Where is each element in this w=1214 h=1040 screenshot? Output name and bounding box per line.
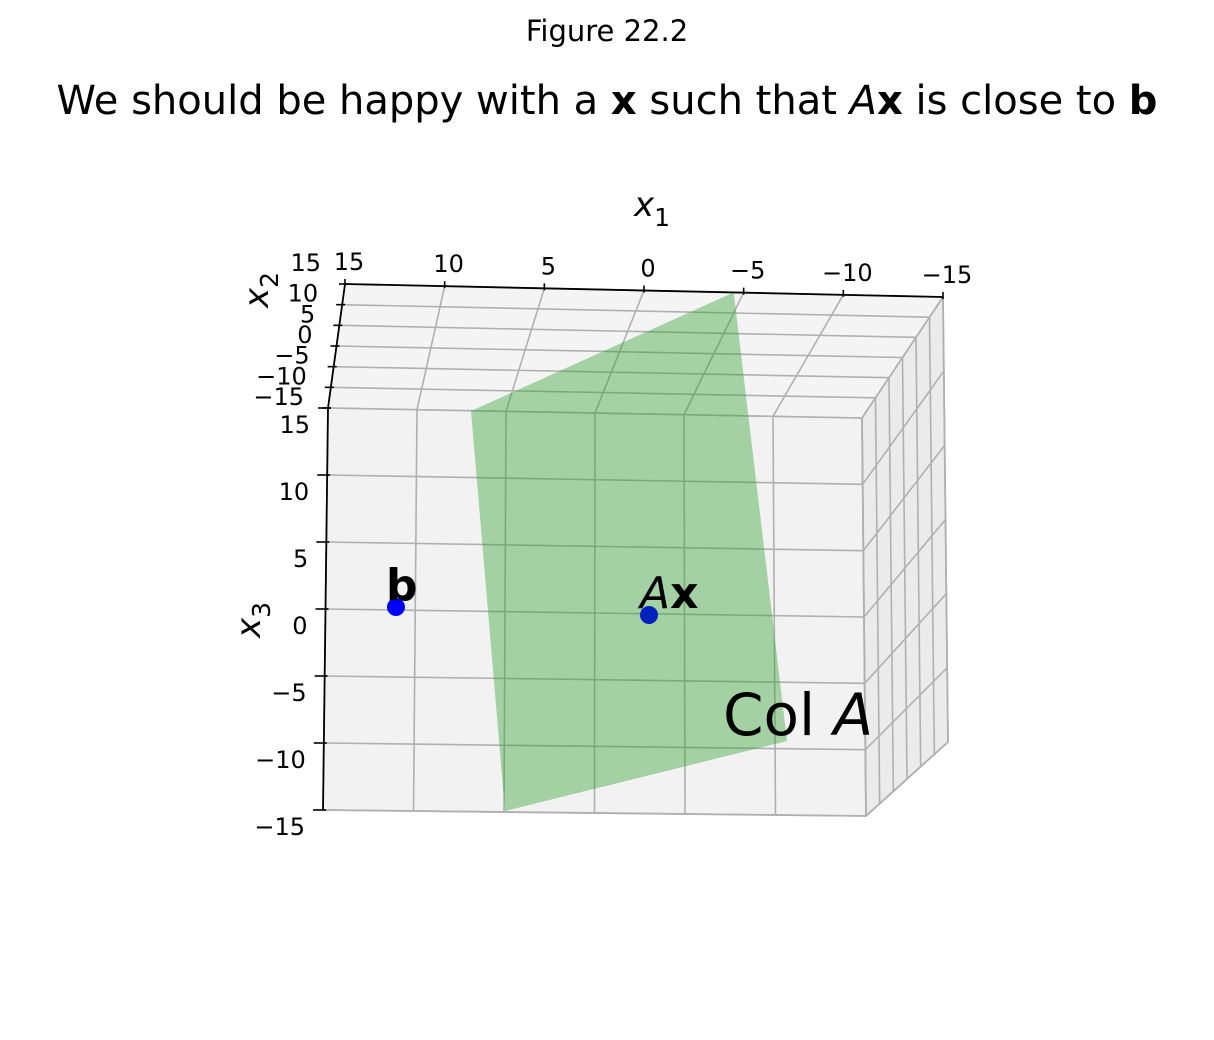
label-b: b — [386, 560, 418, 611]
title-part2: such that — [636, 78, 850, 124]
grid-line — [874, 397, 881, 804]
x1-tick-label: 5 — [541, 252, 556, 280]
title-b: b — [1128, 78, 1158, 124]
x2-tick-label: 0 — [297, 321, 312, 349]
grid-line — [327, 407, 863, 419]
chart-title: We should be happy with a x such that Ax… — [0, 78, 1214, 124]
pane-edge — [942, 296, 949, 743]
grid-line — [323, 742, 866, 751]
x2-tick-label: 10 — [288, 280, 319, 308]
x3-tick-label: 15 — [279, 411, 310, 439]
grid-line — [330, 386, 876, 399]
point-Ax — [640, 606, 658, 624]
points — [387, 598, 658, 624]
x3-tick-label: −15 — [254, 813, 305, 841]
pane-edge — [861, 417, 867, 817]
x1-axis-label: x1 — [633, 185, 670, 232]
x3-tick-label: −5 — [271, 679, 306, 707]
x3-tick-label: −10 — [255, 746, 306, 774]
x2-tick-label: −15 — [253, 383, 304, 411]
x2-tick-label: 15 — [290, 249, 321, 277]
x1-tick-label: −15 — [922, 261, 973, 289]
x1-tick-label: 15 — [334, 248, 365, 276]
x3-tick-label: 10 — [279, 478, 310, 506]
figure-label: Figure 22.2 — [525, 14, 689, 48]
title-part3: is close to — [902, 78, 1129, 124]
point-b — [387, 598, 405, 616]
x3-tick-label: 0 — [292, 612, 307, 640]
title-x2: x — [876, 78, 903, 124]
x3-axis-label: x3 — [229, 602, 276, 639]
pane-edge — [322, 809, 867, 817]
x1-tick-label: 0 — [640, 255, 655, 283]
title-x: x — [610, 78, 637, 124]
x2-axis-label: x2 — [237, 272, 284, 309]
plane-surface — [471, 292, 787, 811]
tick-labels: 15 10 5 0 −5 −10 −15151050−5−10−15151050−5−10−… — [229, 185, 972, 841]
label-col-A: Col A — [723, 681, 873, 749]
x1-tick-label: −5 — [730, 257, 765, 285]
x2-tick-label: −5 — [274, 342, 309, 370]
label-Ax: Ax — [637, 568, 699, 619]
x1-tick-label: 10 — [433, 250, 464, 278]
x2-tick-label: 5 — [300, 300, 315, 328]
x1-tick-label: −10 — [822, 259, 873, 287]
x3-tick-label: 5 — [293, 545, 308, 573]
column-space-plane — [471, 292, 787, 811]
top-pane — [328, 284, 943, 418]
title-A: A — [849, 78, 877, 124]
axis-lines — [313, 279, 944, 811]
pane-edge — [865, 741, 949, 817]
title-part1: We should be happy with a — [56, 78, 611, 124]
x2-tick-label: −10 — [256, 362, 307, 390]
text-annotations: b Ax Col A — [386, 560, 873, 749]
